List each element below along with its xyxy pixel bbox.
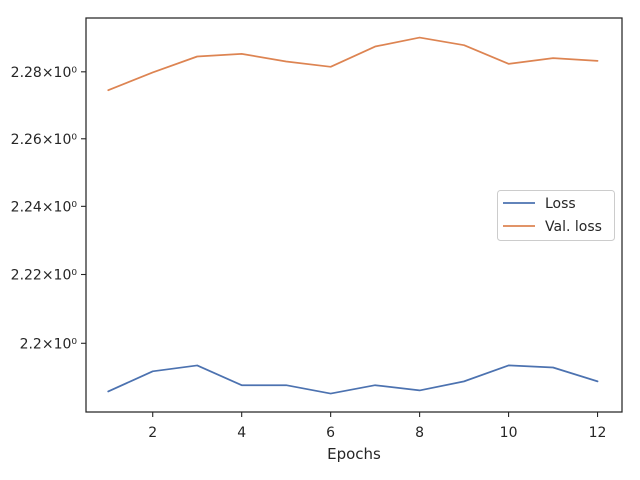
y-tick-label: 2.26×10⁰ — [11, 132, 78, 148]
x-axis-label: Epochs — [327, 445, 381, 463]
y-tick-label: 2.28×10⁰ — [11, 65, 78, 81]
y-tick-label: 2.22×10⁰ — [11, 268, 78, 284]
plot-frame — [85, 17, 623, 413]
y-tick-label: 2.2×10⁰ — [20, 336, 78, 352]
legend-label-loss: Loss — [545, 196, 576, 212]
x-tick-label: 10 — [500, 425, 518, 441]
legend-label-val-loss: Val. loss — [545, 219, 602, 235]
x-tick-label: 6 — [326, 425, 335, 441]
y-tick-label: 2.24×10⁰ — [11, 199, 78, 215]
x-tick-label: 12 — [589, 425, 607, 441]
series-line-val-loss — [107, 36, 599, 92]
plot-lines — [107, 36, 599, 395]
y-axis-ticks: 2.2×10⁰ 2.22×10⁰ 2.24×10⁰ 2.26×10⁰ 2.28×10⁰ — [11, 65, 86, 352]
legend: Loss Val. loss — [497, 190, 615, 241]
series-line-loss — [107, 364, 599, 395]
x-tick-label: 2 — [148, 425, 157, 441]
x-axis-ticks: 2 4 6 8 10 12 — [148, 412, 606, 441]
x-tick-label: 8 — [415, 425, 424, 441]
x-tick-label: 4 — [237, 425, 246, 441]
